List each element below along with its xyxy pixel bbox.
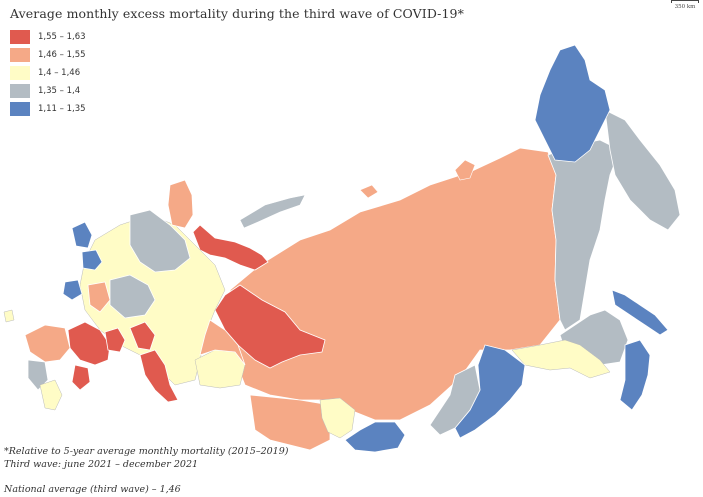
scale-line <box>671 0 699 3</box>
legend-swatch <box>10 48 30 62</box>
region-south-red-3 <box>129 321 156 351</box>
legend-item: 1,46 – 1,55 <box>10 46 86 64</box>
region-chukotka-blue <box>534 44 611 163</box>
region-south-red-1 <box>67 321 111 366</box>
map-title: Average monthly excess mortality during … <box>10 6 464 21</box>
footnote-national-average: National average (third wave) – 1,46 <box>4 484 181 495</box>
region-south-yellow <box>319 397 356 439</box>
scale-bar: 350 km <box>671 0 699 10</box>
region-east-grey <box>547 139 621 331</box>
region-amur-yellow <box>511 339 611 379</box>
legend-swatch <box>10 84 30 98</box>
region-sakhalin-blue <box>611 289 669 336</box>
region-irkutsk-grey <box>429 364 481 436</box>
legend-label: 1,46 – 1,55 <box>38 50 86 60</box>
region-sw-yellow <box>39 379 63 411</box>
region-ural-orange <box>199 319 246 366</box>
island-novaya-zemlya <box>239 194 306 229</box>
region-moscow-blue <box>81 249 103 271</box>
region-arkhangelsk-orange <box>167 179 194 229</box>
legend-swatch <box>10 66 30 80</box>
legend-item: 1,11 – 1,35 <box>10 100 86 118</box>
region-kamchatka <box>604 109 681 231</box>
legend-label: 1,55 – 1,63 <box>38 32 86 42</box>
region-komi-grey <box>129 209 191 273</box>
legend-item: 1,35 – 1,4 <box>10 82 86 100</box>
legend-swatch <box>10 102 30 116</box>
footnote-third-wave: Third wave: june 2021 – december 2021 <box>4 459 199 470</box>
region-west-blue <box>62 279 83 301</box>
region-kaliningrad <box>3 309 15 323</box>
island-north <box>454 159 476 181</box>
region-south-red-4 <box>139 349 179 403</box>
region-nw-blue <box>71 221 93 249</box>
region-central-orange <box>249 394 331 451</box>
island-small <box>359 184 379 199</box>
legend-item: 1,55 – 1,63 <box>10 28 86 46</box>
region-red-north <box>192 224 269 271</box>
region-south-red-5 <box>104 327 126 353</box>
region-central-grey <box>109 274 156 319</box>
legend-label: 1,11 – 1,35 <box>38 104 86 114</box>
legend-label: 1,35 – 1,4 <box>38 86 81 96</box>
legend-item: 1,4 – 1,46 <box>10 64 86 82</box>
region-red-central <box>214 284 326 369</box>
region-sw-orange-2 <box>87 281 111 313</box>
footnote-relative: *Relative to 5-year average monthly mort… <box>4 446 289 457</box>
legend-swatch <box>10 30 30 44</box>
region-south-red-2 <box>71 364 91 391</box>
region-sw-orange <box>24 324 71 363</box>
legend: 1,55 – 1,63 1,46 – 1,55 1,4 – 1,46 1,35 … <box>10 28 86 118</box>
region-primorye-blue <box>619 339 651 411</box>
legend-label: 1,4 – 1,46 <box>38 68 81 78</box>
scale-label: 350 km <box>674 4 696 10</box>
region-tuva-blue <box>344 421 406 453</box>
